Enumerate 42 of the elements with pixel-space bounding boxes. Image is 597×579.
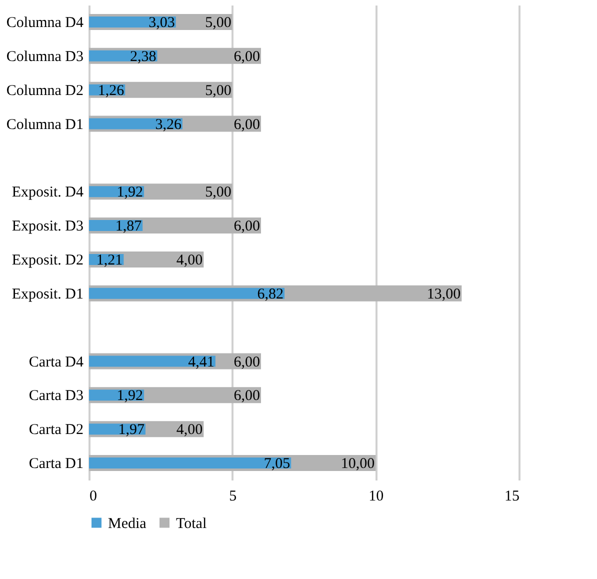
data-label: 6,00 <box>234 116 260 133</box>
data-label: 2,38 <box>130 48 156 65</box>
data-label: 13,00 <box>426 286 461 302</box>
legend-label: Media <box>108 516 147 532</box>
data-label: 6,00 <box>234 48 260 65</box>
data-label: 1,97 <box>118 422 145 438</box>
x-tick-label: 5 <box>229 488 237 504</box>
y-tick-label: Carta D4 <box>28 354 84 370</box>
data-label: 6,00 <box>234 354 260 370</box>
x-tick-label: 15 <box>504 488 520 504</box>
data-label: 10,00 <box>340 456 375 472</box>
legend-label: Total <box>176 516 207 532</box>
y-tick-label: Carta D3 <box>28 388 84 404</box>
x-tick-label: 0 <box>90 488 97 504</box>
data-label: 1,26 <box>98 82 125 99</box>
y-tick-label: Exposit. D4 <box>12 184 84 201</box>
data-label: 5,00 <box>205 184 232 201</box>
data-label: 5,00 <box>205 82 232 99</box>
y-tick-label: Exposit. D1 <box>12 286 84 302</box>
data-label: 6,00 <box>234 388 260 404</box>
data-label: 7,05 <box>264 456 290 472</box>
y-tick-label: Columna D4 <box>6 14 84 31</box>
data-label: 3,26 <box>155 116 182 133</box>
data-label: 6,82 <box>257 286 284 302</box>
data-label: 4,41 <box>188 354 214 370</box>
data-label: 3,03 <box>148 14 175 31</box>
y-tick-label: Carta D1 <box>28 456 84 472</box>
data-label: 1,21 <box>96 252 123 268</box>
x-tick-label: 10 <box>368 488 384 504</box>
data-label: 1,87 <box>115 218 142 235</box>
y-tick-label: Columna D3 <box>6 48 84 65</box>
data-label: 5,00 <box>205 14 232 31</box>
data-label: 4,00 <box>176 252 203 268</box>
y-tick-label: Exposit. D3 <box>12 218 84 235</box>
y-tick-label: Columna D2 <box>6 82 84 99</box>
y-tick-label: Exposit. D2 <box>12 252 84 268</box>
data-label: 1,92 <box>116 388 144 404</box>
y-tick-label: Columna D1 <box>6 116 84 133</box>
y-tick-label: Carta D2 <box>28 422 84 438</box>
data-label: 4,00 <box>176 422 203 438</box>
data-label: 6,00 <box>234 218 260 235</box>
data-label: 1,92 <box>116 184 144 201</box>
